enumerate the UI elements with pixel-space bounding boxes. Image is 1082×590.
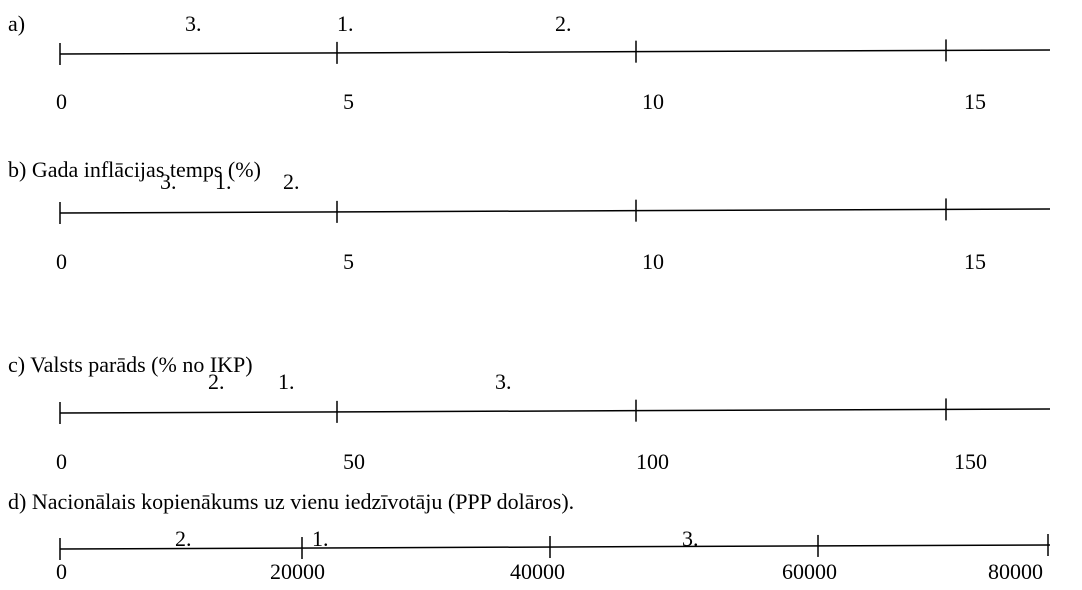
tick-label: 10	[642, 89, 664, 114]
tick-label: 0	[56, 89, 67, 114]
country-marker-label: 2.	[283, 169, 300, 194]
tick-label: 20000	[270, 559, 325, 584]
panel-title: b) Gada inflācijas temps (%)	[8, 157, 261, 182]
tick-label: 80000	[988, 559, 1043, 584]
panel-title: a)	[8, 11, 26, 36]
axis-line	[59, 544, 1051, 550]
tick-label: 100	[636, 449, 669, 474]
axis-line	[59, 49, 1051, 55]
panel-title: c) Valsts parāds (% no IKP)	[8, 352, 253, 377]
tick-label: 5	[343, 89, 354, 114]
tick-label: 150	[954, 449, 987, 474]
panel-title: d) Nacionālais kopienākums uz vienu iedz…	[8, 489, 575, 514]
axis-line	[59, 208, 1051, 214]
tick-label: 15	[964, 89, 986, 114]
tick-label: 15	[964, 249, 986, 274]
country-marker-label: 1.	[312, 526, 329, 551]
country-marker-label: 2.	[555, 11, 572, 36]
tick-label: 0	[56, 449, 67, 474]
country-marker-label: 3.	[495, 369, 512, 394]
country-marker-label: 1.	[215, 169, 232, 194]
tick-label: 40000	[510, 559, 565, 584]
axis-line	[59, 408, 1051, 414]
country-marker-label: 3.	[160, 169, 177, 194]
country-marker-label: 1.	[278, 369, 295, 394]
tick-label: 0	[56, 249, 67, 274]
country-marker-label: 2.	[208, 369, 225, 394]
country-marker-label: 3.	[682, 526, 699, 551]
country-marker-label: 2.	[175, 526, 192, 551]
tick-label: 5	[343, 249, 354, 274]
country-marker-label: 3.	[185, 11, 202, 36]
tick-label: 60000	[782, 559, 837, 584]
country-marker-label: 1.	[337, 11, 354, 36]
tick-label: 0	[56, 559, 67, 584]
tick-label: 10	[642, 249, 664, 274]
tick-label: 50	[343, 449, 365, 474]
